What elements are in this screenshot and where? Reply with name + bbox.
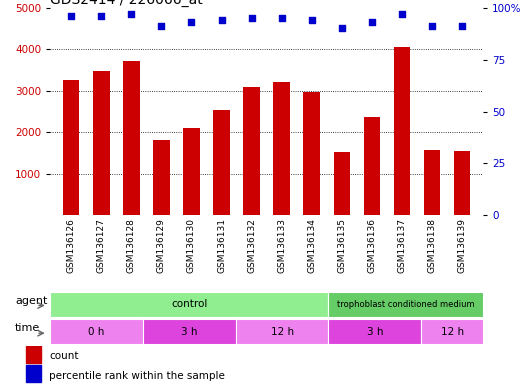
Bar (454, 151, 470, 215)
Point (398, 11, 406, 17)
Bar (143, 319, 235, 344)
Text: count: count (49, 351, 79, 361)
Text: trophoblast conditioned medium: trophoblast conditioned medium (337, 300, 475, 309)
Bar (421, 319, 483, 344)
Point (187, 19, 196, 25)
Bar (243, 88, 260, 215)
Bar (235, 319, 328, 344)
Bar (123, 61, 139, 215)
Bar (304, 93, 320, 215)
Point (367, 19, 376, 25)
Point (428, 23, 436, 30)
Text: 12 h: 12 h (441, 327, 464, 337)
Text: GDS2414 / 226066_at: GDS2414 / 226066_at (50, 0, 203, 7)
Point (97, 13, 106, 19)
Bar (50, 319, 143, 344)
Text: 12 h: 12 h (270, 327, 294, 337)
Bar (183, 128, 200, 215)
Bar (63, 79, 80, 215)
Point (157, 23, 166, 30)
Bar (213, 110, 230, 215)
Point (337, 25, 346, 31)
Bar (153, 140, 169, 215)
Text: control: control (171, 299, 208, 309)
Bar (334, 152, 350, 215)
Text: time: time (15, 323, 40, 333)
Bar (274, 82, 290, 215)
Bar (26, 346, 41, 363)
Point (307, 17, 316, 23)
Point (248, 15, 256, 21)
Bar (93, 71, 109, 215)
Text: agent: agent (15, 296, 48, 306)
Bar (394, 47, 410, 215)
Point (127, 11, 136, 17)
Text: 0 h: 0 h (88, 327, 105, 337)
Point (277, 15, 286, 21)
Text: 3 h: 3 h (366, 327, 383, 337)
Text: 3 h: 3 h (181, 327, 197, 337)
Text: percentile rank within the sample: percentile rank within the sample (49, 371, 225, 381)
Bar (328, 319, 421, 344)
Bar (328, 292, 483, 316)
Bar (364, 116, 380, 215)
Point (67, 13, 76, 19)
Bar (26, 365, 41, 382)
Bar (424, 150, 440, 215)
Point (218, 17, 226, 23)
Bar (50, 292, 328, 316)
Point (458, 23, 466, 30)
